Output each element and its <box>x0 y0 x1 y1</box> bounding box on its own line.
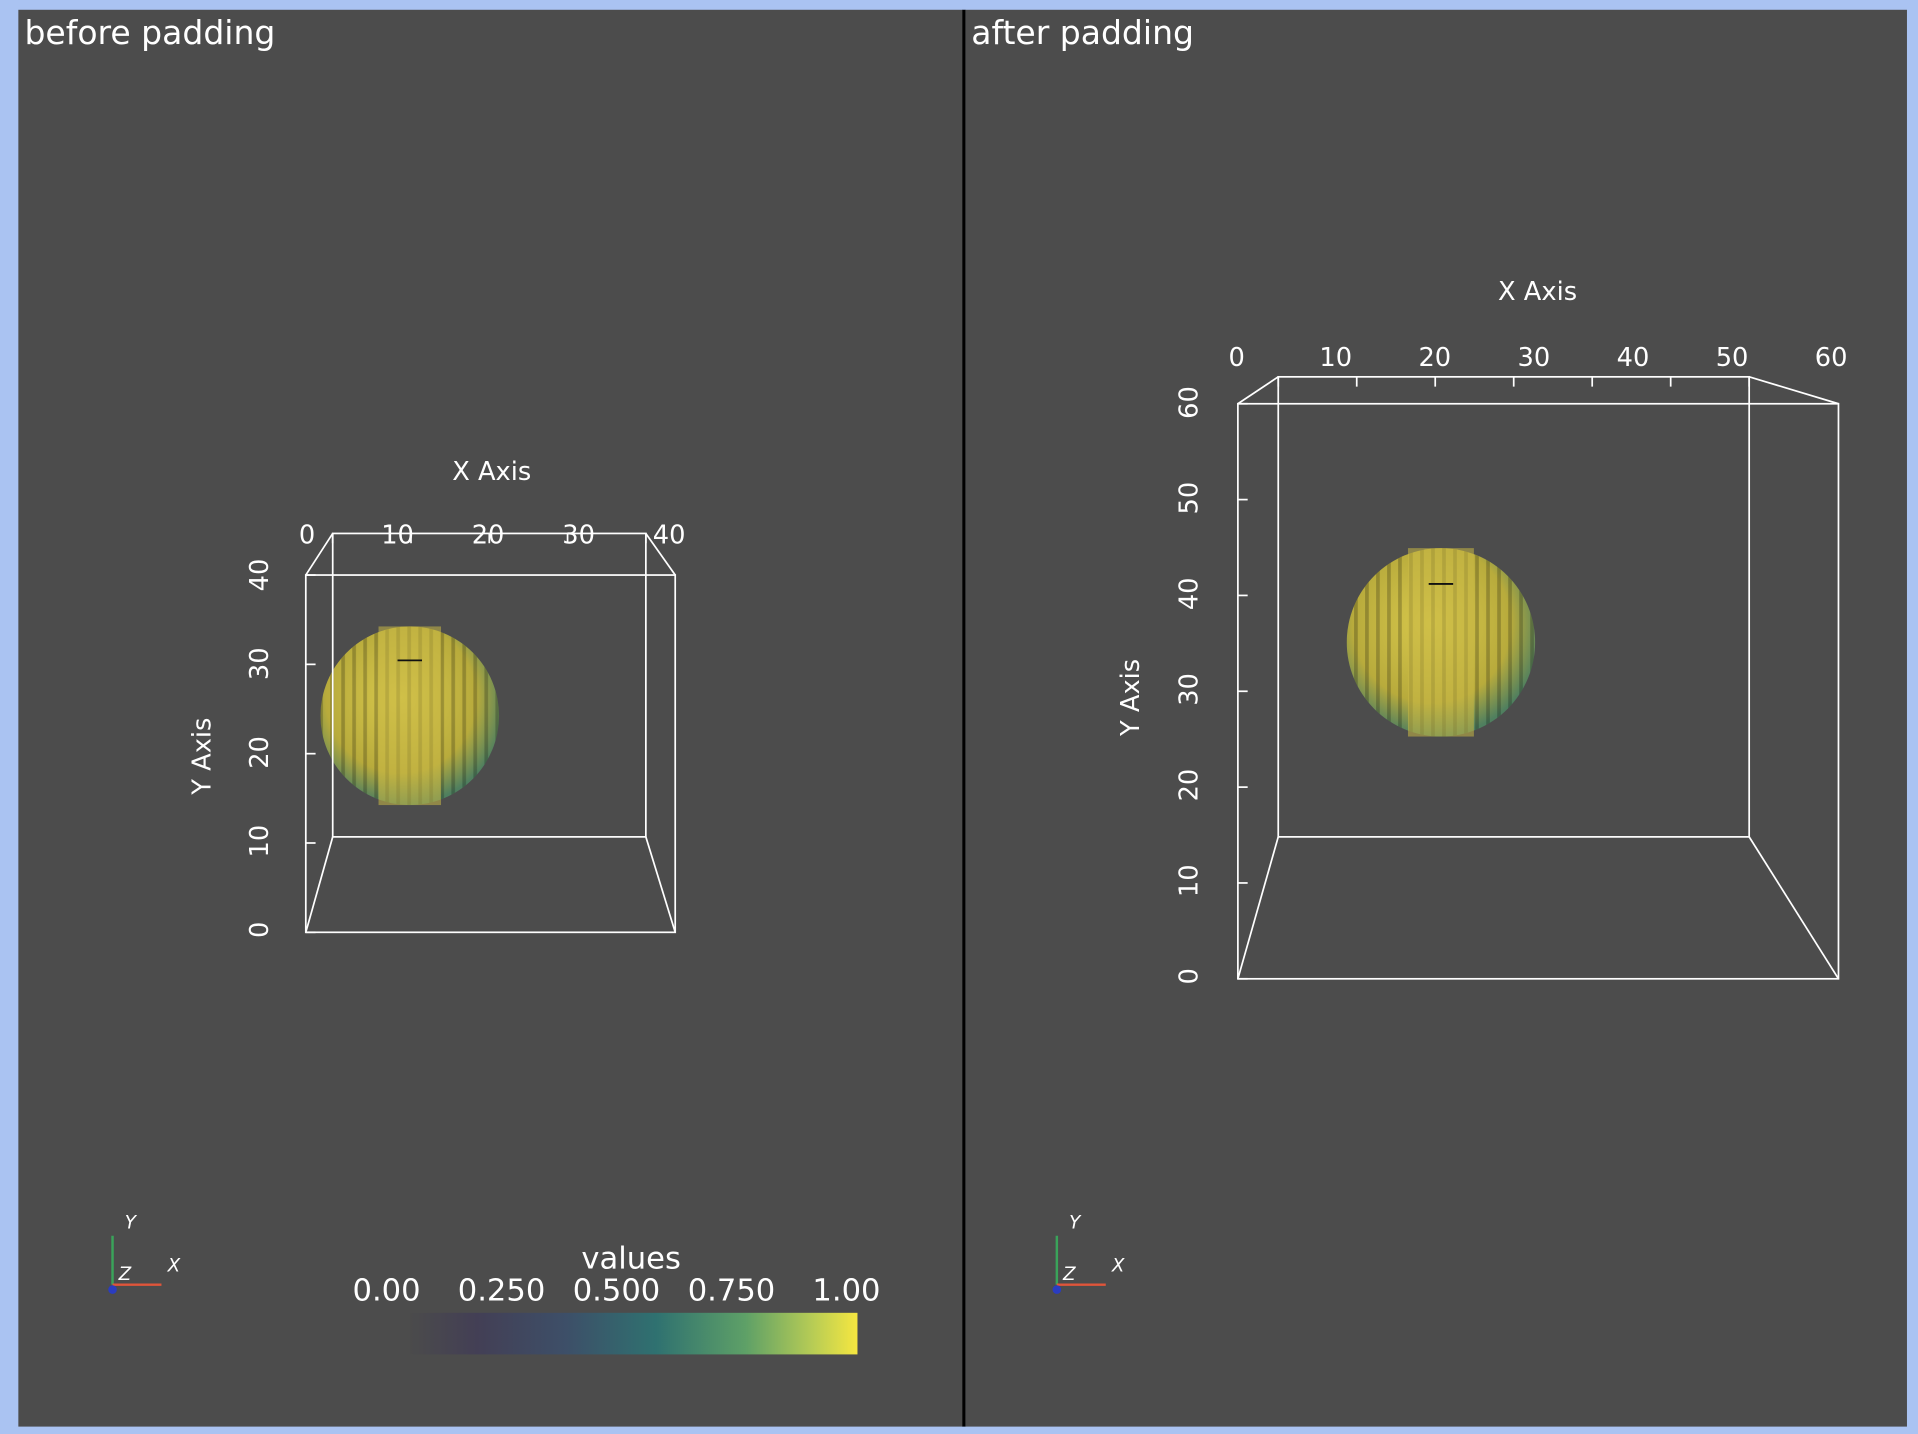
x-tick-label: 20 <box>472 520 505 550</box>
x-tick-label: 50 <box>1716 343 1749 373</box>
y-axis-label: Y Axis <box>188 718 218 796</box>
view-title: before padding <box>24 13 275 52</box>
orientation-z-label: Z <box>1062 1264 1076 1285</box>
box-edge <box>1237 376 1279 405</box>
box-edge <box>645 836 677 933</box>
box-edge <box>304 836 334 933</box>
orientation-y-label: Y <box>1069 1212 1082 1233</box>
y-tick-label: 20 <box>1175 769 1205 802</box>
y-tick-label: 40 <box>245 559 275 592</box>
y-tick-label: 0 <box>245 922 275 938</box>
box-edge <box>1748 376 1839 405</box>
y-tick-label: 10 <box>1175 864 1205 897</box>
box-edge <box>1748 836 1840 980</box>
orientation-z-label: Z <box>118 1264 132 1285</box>
colorbar-tick-label: 0.250 <box>458 1274 546 1309</box>
x-tick-label: 0 <box>299 520 315 550</box>
colorbar-title: values <box>581 1242 680 1277</box>
y-tick-label: 20 <box>245 736 275 769</box>
y-axis-label: Y Axis <box>1116 659 1146 737</box>
orientation-x-label: X <box>167 1255 181 1276</box>
view-title: after padding <box>971 13 1194 52</box>
x-axis-label: X Axis <box>1498 277 1577 307</box>
y-tick-label: 60 <box>1175 386 1205 419</box>
x-tick-label: 60 <box>1815 343 1848 373</box>
volume-sphere-core <box>1407 548 1474 737</box>
volume-sphere-core <box>378 626 442 806</box>
x-tick-label: 20 <box>1418 343 1451 373</box>
y-tick-label: 40 <box>1175 577 1205 610</box>
box-edge <box>305 532 334 576</box>
orientation-x-label: X <box>1111 1255 1125 1276</box>
colorbar-tick-label: 0.00 <box>352 1274 420 1309</box>
colorbar <box>409 1312 858 1355</box>
colorbar-tick-label: 1.00 <box>812 1274 880 1309</box>
x-tick-label: 10 <box>381 520 414 550</box>
x-axis-label: X Axis <box>452 457 531 487</box>
x-tick-label: 40 <box>653 520 686 550</box>
colorbar-tick-label: 0.500 <box>573 1274 661 1309</box>
render-area: before padding 0 10 20 30 40 X Axis 0 10 20 30 40 Y … <box>18 9 1907 1427</box>
y-tick-label: 30 <box>245 647 275 680</box>
y-tick-label: 0 <box>1175 968 1205 984</box>
x-tick-label: 40 <box>1617 343 1650 373</box>
y-tick-label: 10 <box>245 825 275 858</box>
x-tick-label: 10 <box>1319 343 1352 373</box>
orientation-y-label: Y <box>125 1212 138 1233</box>
orientation-z <box>1052 1285 1062 1294</box>
orientation-z <box>108 1285 117 1294</box>
box-edge <box>645 532 676 576</box>
box-edge <box>1237 836 1280 980</box>
y-tick-label: 50 <box>1175 482 1205 515</box>
colorbar-tick-label: 0.750 <box>688 1274 776 1309</box>
box-back <box>331 532 647 838</box>
y-tick-label: 30 <box>1175 673 1205 706</box>
x-tick-label: 30 <box>1518 343 1551 373</box>
x-tick-label: 0 <box>1228 343 1244 373</box>
